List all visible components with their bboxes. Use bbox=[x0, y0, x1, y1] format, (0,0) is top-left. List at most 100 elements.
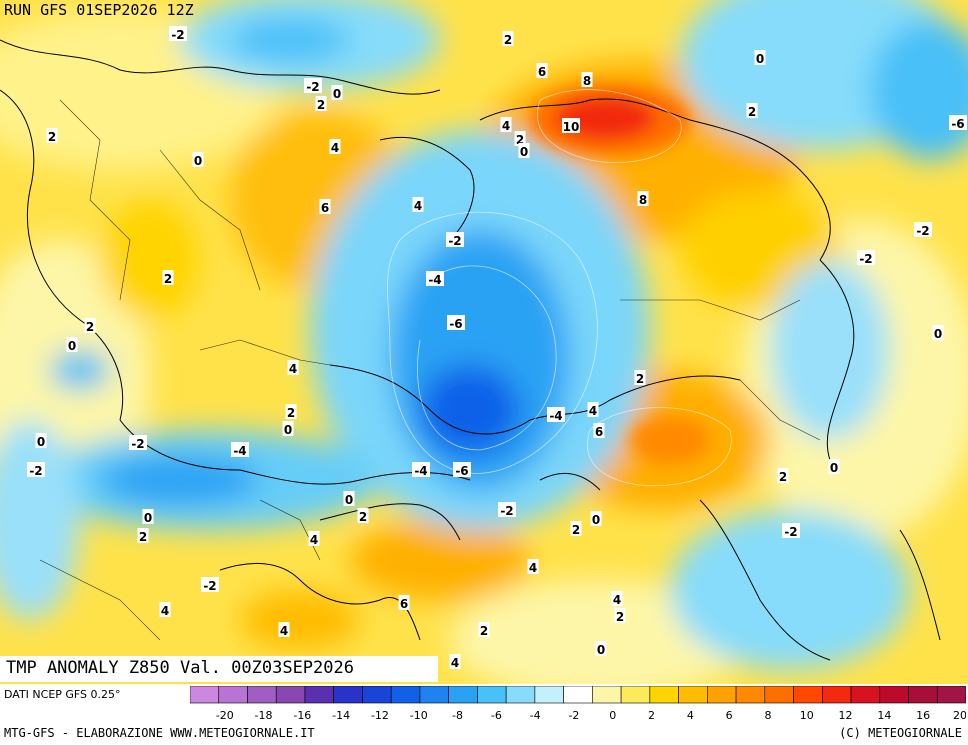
contour-label-bg bbox=[142, 509, 154, 524]
contour-label-bg bbox=[46, 128, 58, 143]
contour-label-bg bbox=[536, 63, 548, 78]
contour-label: 4 bbox=[280, 624, 288, 638]
scale-swatch bbox=[419, 685, 449, 704]
contour-label: 4 bbox=[613, 593, 621, 607]
contour-label-bg bbox=[35, 433, 47, 448]
contour-label: 0 bbox=[37, 435, 45, 449]
contour-label-bg bbox=[84, 318, 96, 333]
contour-label: -4 bbox=[428, 273, 441, 287]
contour-label: -2 bbox=[306, 80, 319, 94]
contour-label: 8 bbox=[639, 193, 647, 207]
contour-label: -6 bbox=[455, 464, 468, 478]
contour-label-bg bbox=[590, 511, 602, 526]
contour-label-bg bbox=[169, 26, 187, 41]
copyright-label: (C) METEOGIORNALE bbox=[839, 726, 962, 740]
scale-swatch bbox=[821, 685, 852, 704]
contour-label: 4 bbox=[310, 533, 318, 547]
contour-label-bg bbox=[498, 502, 516, 517]
contour-label: 0 bbox=[934, 327, 942, 341]
contour-label-bg bbox=[754, 50, 766, 65]
contour-label-bg bbox=[329, 139, 341, 154]
contour-label: -4 bbox=[233, 444, 246, 458]
scale-swatch bbox=[592, 685, 622, 704]
contour-label: 4 bbox=[331, 141, 339, 155]
contour-label-bg bbox=[949, 115, 967, 130]
contour-label: 0 bbox=[144, 511, 152, 525]
scale-tick-label: 0 bbox=[609, 709, 616, 722]
contour-label: 4 bbox=[161, 604, 169, 618]
contour-label: 0 bbox=[830, 461, 838, 475]
map-title: TMP ANOMALY Z850 Val. 00Z03SEP2026 bbox=[6, 658, 354, 678]
scale-swatch bbox=[649, 685, 679, 704]
contour-label-bg bbox=[518, 143, 530, 158]
scale-tick-label: -8 bbox=[452, 709, 463, 722]
scale-swatch bbox=[735, 685, 766, 704]
contour-label-bg bbox=[562, 118, 580, 133]
scale-swatch bbox=[247, 685, 277, 704]
contour-label-bg bbox=[782, 523, 800, 538]
contour-label-bg bbox=[137, 528, 149, 543]
scale-swatch bbox=[505, 685, 536, 704]
contour-label: 2 bbox=[480, 624, 488, 638]
contour-label-bg bbox=[932, 325, 944, 340]
scale-swatch bbox=[936, 685, 967, 704]
scale-swatch bbox=[362, 685, 392, 704]
contour-label-bg bbox=[637, 191, 649, 206]
scale-swatch bbox=[333, 685, 363, 704]
contour-label: -2 bbox=[171, 28, 184, 42]
contour-label-bg bbox=[201, 577, 219, 592]
map-title-box: TMP ANOMALY Z850 Val. 00Z03SEP2026 bbox=[0, 656, 438, 682]
contour-label: 4 bbox=[529, 561, 537, 575]
scale-swatch bbox=[189, 685, 220, 704]
contour-label-bg bbox=[746, 103, 758, 118]
contour-label: -2 bbox=[500, 504, 513, 518]
contour-label-bg bbox=[162, 270, 174, 285]
scale-tick-label: -14 bbox=[332, 709, 350, 722]
contour-label: 2 bbox=[317, 98, 325, 112]
scale-swatch bbox=[764, 685, 794, 704]
scale-swatch bbox=[534, 685, 564, 704]
scale-tick-label: -2 bbox=[568, 709, 579, 722]
contour-label: 2 bbox=[616, 610, 624, 624]
contour-label: 10 bbox=[563, 120, 580, 134]
data-source-label: DATI NCEP GFS 0.25° bbox=[4, 688, 121, 701]
contour-label: 6 bbox=[538, 65, 546, 79]
color-scale-bar: -20 -18 -16 -14 -12 -10 -8 -6 -4 -2 0 2 4 6 8 10 12 14 16 2… bbox=[189, 685, 967, 724]
contour-label: 0 bbox=[597, 643, 605, 657]
contour-label: -2 bbox=[916, 224, 929, 238]
contour-label: 2 bbox=[287, 406, 295, 420]
scale-tick-label: -6 bbox=[491, 709, 502, 722]
contour-label: 2 bbox=[504, 33, 512, 47]
contour-label: 4 bbox=[502, 119, 510, 133]
contour-label-bg bbox=[611, 591, 623, 606]
contour-label-bg bbox=[27, 462, 45, 477]
scale-swatch bbox=[620, 685, 651, 704]
contour-label-bg bbox=[478, 622, 490, 637]
contour-label-bg bbox=[412, 197, 424, 212]
scale-tick-label: 12 bbox=[839, 709, 853, 722]
contour-label-bg bbox=[159, 602, 171, 617]
border-lines bbox=[39, 99, 821, 641]
contour-label: 2 bbox=[164, 272, 172, 286]
contour-label-bg bbox=[308, 531, 320, 546]
contour-label: -4 bbox=[414, 464, 427, 478]
scale-swatch bbox=[793, 685, 823, 704]
temperature-anomaly-map[interactable]: -2 2 0 6 8 -2 0 2 2 -6 10 4 2 0 2 4 0 8 6 4 -2 -2 -2 -4 2 -6 2 0 0 4 2… bbox=[0, 0, 968, 684]
contour-label: -2 bbox=[784, 525, 797, 539]
scale-tick-label: -10 bbox=[410, 709, 428, 722]
contour-label-bg bbox=[914, 222, 932, 237]
scale-swatch bbox=[218, 685, 248, 704]
scale-tick-label: 8 bbox=[764, 709, 771, 722]
contour-label: 2 bbox=[139, 530, 147, 544]
scale-swatch bbox=[678, 685, 708, 704]
contour-label-bg bbox=[634, 370, 646, 385]
contour-label-bg bbox=[502, 31, 514, 46]
contour-label-bg bbox=[447, 315, 465, 330]
contour-label-bg bbox=[527, 559, 539, 574]
scale-tick-label: 2 bbox=[648, 709, 655, 722]
contour-label: 6 bbox=[595, 425, 603, 439]
contour-label-bg bbox=[570, 521, 582, 536]
contour-label: 4 bbox=[414, 199, 422, 213]
contour-label: 0 bbox=[333, 87, 341, 101]
contour-label-bg bbox=[319, 199, 331, 214]
